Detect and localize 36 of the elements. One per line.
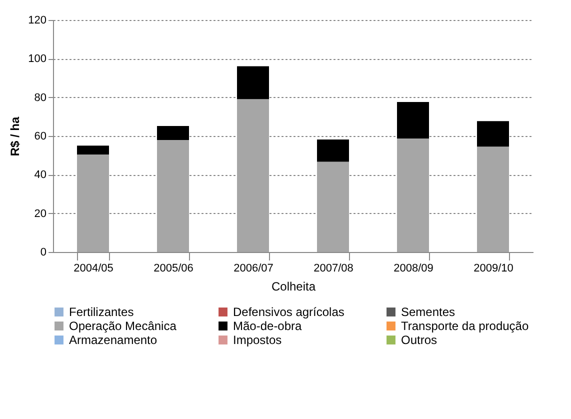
y-axis-title: R$ / ha bbox=[8, 116, 22, 156]
legend-label: Mão-de-obra bbox=[233, 319, 302, 333]
legend-label: Impostos bbox=[233, 333, 282, 347]
x-tick-label: 2007/08 bbox=[314, 262, 354, 274]
legend-label: Outros bbox=[401, 333, 438, 347]
y-tick-label: 60 bbox=[34, 130, 46, 142]
x-tick-label: 2005/06 bbox=[154, 262, 194, 274]
x-axis-title: Colheita bbox=[271, 280, 316, 294]
bar bbox=[397, 138, 429, 252]
legend-label: Armazenamento bbox=[69, 333, 158, 347]
bar bbox=[157, 126, 189, 140]
y-tick-label: 120 bbox=[28, 14, 46, 26]
legend-label: Operação Mecânica bbox=[69, 319, 177, 333]
bar bbox=[157, 140, 189, 252]
legend-label: Fertilizantes bbox=[69, 305, 134, 319]
y-tick-label: 0 bbox=[40, 246, 46, 258]
x-tick-label: 2004/05 bbox=[74, 262, 114, 274]
y-tick-label: 20 bbox=[34, 208, 46, 220]
bar bbox=[237, 66, 269, 100]
bar bbox=[477, 146, 509, 252]
legend-label: Transporte da produção bbox=[401, 319, 529, 333]
y-tick-label: 100 bbox=[28, 53, 46, 66]
bar bbox=[237, 99, 269, 252]
legend-label: Defensivos agrícolas bbox=[233, 305, 344, 319]
bar bbox=[317, 139, 349, 162]
bar bbox=[77, 154, 109, 252]
legend-label: Sementes bbox=[401, 305, 456, 319]
x-tick-label: 2008/09 bbox=[394, 262, 434, 274]
bar bbox=[397, 102, 429, 139]
x-tick-label: 2009/10 bbox=[474, 262, 514, 274]
bar bbox=[477, 121, 509, 147]
bar bbox=[317, 162, 349, 252]
y-tick-label: 40 bbox=[34, 169, 46, 182]
y-tick-label: 80 bbox=[34, 92, 46, 104]
x-tick-label: 2006/07 bbox=[234, 262, 274, 274]
bar bbox=[77, 146, 109, 155]
